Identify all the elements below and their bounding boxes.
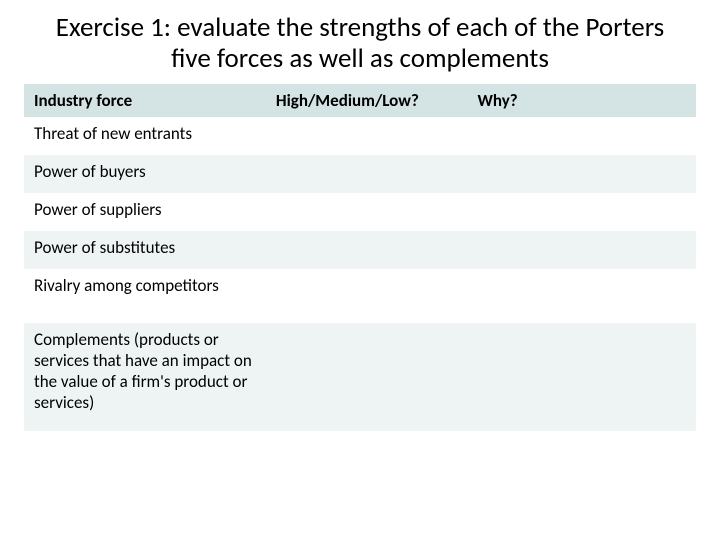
- cell-level: [266, 323, 468, 431]
- table-row: Complements (products or services that h…: [24, 323, 696, 431]
- cell-level: [266, 269, 468, 323]
- cell-force: Power of suppliers: [24, 193, 266, 231]
- cell-force: Rivalry among competitors: [24, 269, 266, 323]
- table-row: Power of buyers: [24, 155, 696, 193]
- cell-force: Power of substitutes: [24, 231, 266, 269]
- table-row: Power of suppliers: [24, 193, 696, 231]
- cell-why: [468, 193, 697, 231]
- cell-force: Threat of new entrants: [24, 117, 266, 155]
- table-header-row: Industry force High/Medium/Low? Why?: [24, 84, 696, 117]
- cell-why: [468, 323, 697, 431]
- cell-why: [468, 269, 697, 323]
- cell-force: Power of buyers: [24, 155, 266, 193]
- cell-level: [266, 117, 468, 155]
- table-row: Threat of new entrants: [24, 117, 696, 155]
- table-row: Power of substitutes: [24, 231, 696, 269]
- cell-level: [266, 231, 468, 269]
- forces-table: Industry force High/Medium/Low? Why? Thr…: [24, 84, 696, 431]
- cell-why: [468, 231, 697, 269]
- cell-level: [266, 155, 468, 193]
- table-row: Rivalry among competitors: [24, 269, 696, 323]
- cell-force: Complements (products or services that h…: [24, 323, 266, 431]
- cell-why: [468, 117, 697, 155]
- slide: Exercise 1: evaluate the strengths of ea…: [0, 0, 720, 540]
- col-header-level: High/Medium/Low?: [266, 84, 468, 117]
- col-header-why: Why?: [468, 84, 697, 117]
- slide-title: Exercise 1: evaluate the strengths of ea…: [24, 12, 696, 74]
- col-header-force: Industry force: [24, 84, 266, 117]
- cell-level: [266, 193, 468, 231]
- cell-why: [468, 155, 697, 193]
